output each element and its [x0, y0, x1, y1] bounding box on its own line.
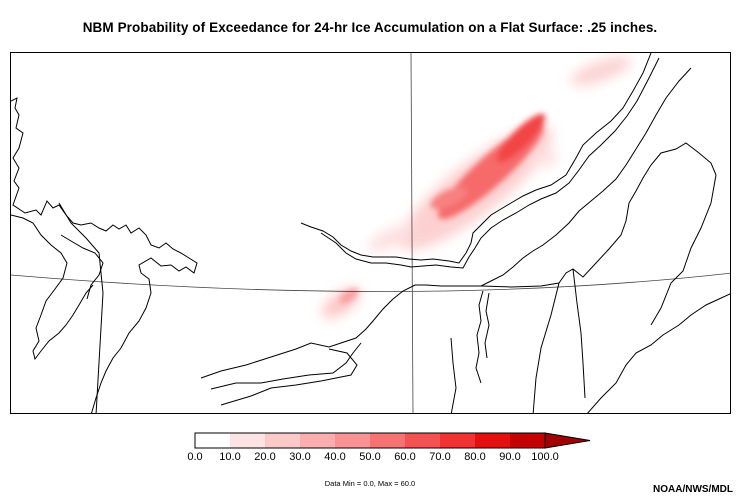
colorbar-swatch [195, 433, 231, 448]
parallel-line [11, 272, 730, 292]
meridian-line [410, 53, 414, 413]
lake-erie-shore [200, 282, 560, 379]
colorbar-tick-label: 100.0 [531, 451, 559, 463]
lake-champlain [475, 290, 490, 384]
graticule [11, 53, 730, 413]
st-lawrence-river [300, 53, 652, 264]
ice-probability-shading [322, 56, 632, 319]
st-lawrence-river-south [320, 57, 660, 269]
colorbar-tick-label: 20.0 [254, 451, 276, 463]
colorbar-swatches [195, 433, 546, 448]
new-york-line [450, 337, 457, 413]
colorbar-tick-label: 90.0 [499, 451, 521, 463]
credit-label: NOAA/NWS/MDL [653, 484, 733, 495]
colorbar-overflow-arrow [544, 432, 591, 449]
colorbar-swatch [405, 433, 441, 448]
coastline-west [11, 97, 198, 413]
colorbar [194, 432, 591, 449]
lake-huron-shore [11, 214, 94, 361]
colorbar-tick-label: 30.0 [289, 451, 311, 463]
atlantic-coast [587, 293, 730, 413]
colorbar-tick-label: 80.0 [464, 451, 486, 463]
colorbar-swatch [370, 433, 406, 448]
colorbar-tick-label: 70.0 [429, 451, 451, 463]
quebec-border [558, 142, 717, 284]
colorbar-swatch [440, 433, 476, 448]
map-canvas [11, 53, 730, 413]
boundaries [11, 53, 730, 413]
maine-border [650, 174, 717, 326]
colorbar-swatch [230, 433, 266, 448]
colorbar-tick-label: 40.0 [324, 451, 346, 463]
colorbar-swatch [300, 433, 336, 448]
estuary-south-shore [480, 67, 692, 287]
georgian-bay [60, 234, 104, 300]
provincial-border [58, 202, 104, 413]
vermont-line [532, 282, 560, 413]
colorbar-swatch [265, 433, 301, 448]
lake-erie-south [210, 342, 362, 390]
colorbar-tick-label: 60.0 [394, 451, 416, 463]
colorbar-swatch [475, 433, 511, 448]
colorbar-tick-label: 0.0 [187, 451, 203, 463]
map-panel [10, 52, 731, 414]
data-min-max: Data Min = 0.0, Max = 60.0 [324, 479, 416, 488]
lake-ontario [220, 348, 358, 406]
map-title: NBM Probability of Exceedance for 24-hr … [82, 20, 658, 35]
ice-band-high [339, 113, 546, 304]
colorbar-swatch [510, 433, 546, 448]
colorbar-tick-label: 50.0 [359, 451, 381, 463]
colorbar-tick-label: 10.0 [219, 451, 241, 463]
new-hampshire-line [572, 268, 586, 399]
colorbar-swatch [335, 433, 371, 448]
